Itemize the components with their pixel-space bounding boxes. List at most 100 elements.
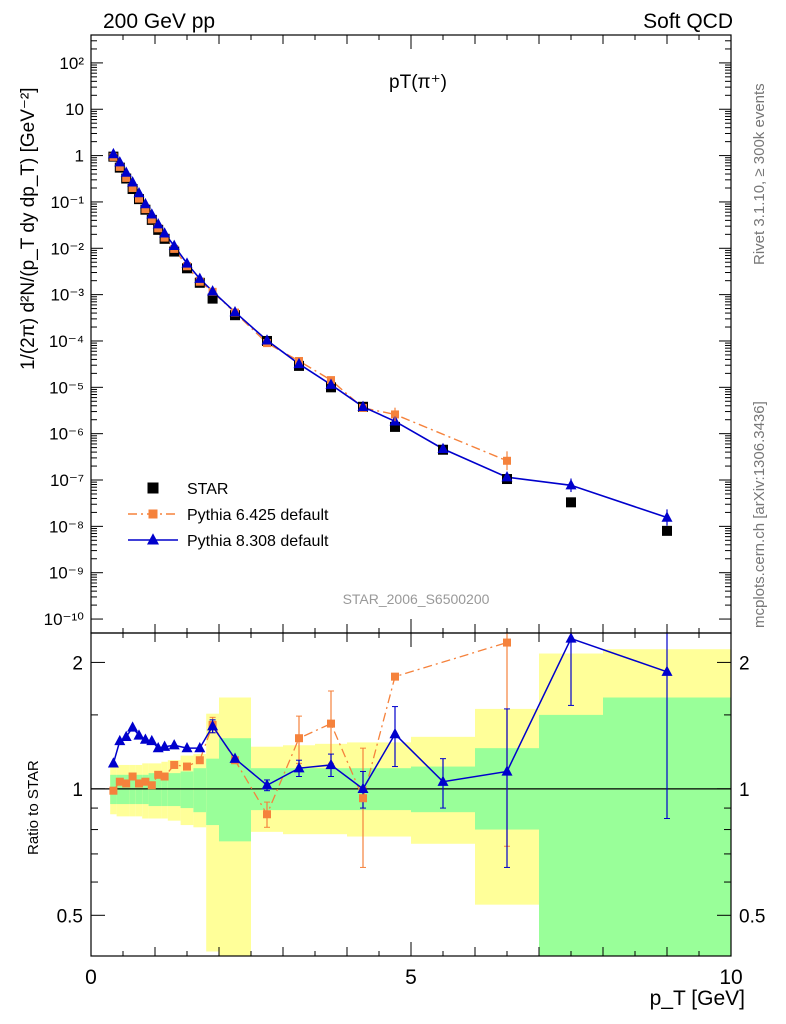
pythia8-data-point: [207, 285, 219, 296]
main-y-axis-label: 1/(2π) d²N/(p_T dy dp_T) [GeV⁻²]: [18, 87, 39, 370]
main-series: [107, 147, 673, 536]
ratio-pythia8-point: [389, 727, 401, 739]
ratio-bands: [110, 649, 731, 956]
ratio-pythia6-point: [147, 781, 156, 790]
ratio-pythia8-point: [120, 730, 132, 741]
ratio-y-tick-label-right: 0.5: [739, 906, 765, 927]
ratio-pythia6-point: [128, 772, 137, 781]
pythia8-data-point: [501, 471, 513, 482]
ratio-y-tick-label-right: 1: [739, 780, 750, 801]
star-data-point: [566, 497, 576, 508]
ratio-pythia8-point: [207, 720, 219, 731]
ratio-plot: 0.5 0.5 1 1 2 2 0 5 10 Ratio to STAR p_T [GeV]: [25, 632, 765, 1010]
ratio-y-tick-label-right: 2: [739, 653, 750, 674]
pythia8-data-point: [437, 442, 449, 454]
ratio-y-tick-label: 1: [72, 780, 83, 801]
ratio-pythia6-point: [170, 760, 179, 769]
uncertainty-band-inner: [206, 758, 219, 826]
ratio-pythia8-point: [114, 734, 126, 746]
ratio-y-tick-label: 0.5: [57, 906, 83, 927]
pythia6-data-point: [135, 194, 143, 203]
pythia8-data-point: [152, 218, 164, 229]
group-label: Soft QCD: [643, 10, 733, 33]
pythia8-data-point: [357, 400, 369, 411]
ratio-pythia8-point: [661, 665, 673, 676]
main-title: pT(π⁺): [389, 72, 447, 93]
ratio-grid-and-ticks: 0.5 0.5 1 1 2 2 0 5 10: [57, 633, 765, 989]
x-tick-label: 5: [405, 966, 417, 989]
pythia8-data-point: [114, 156, 126, 167]
pythia8-data-point: [194, 272, 206, 283]
ratio-pythia8-point: [261, 779, 273, 790]
pythia8-data-point: [127, 176, 139, 187]
pythia8-data-point: [146, 208, 158, 219]
ratio-pythia6-point: [160, 772, 169, 781]
uncertainty-band-inner: [180, 771, 194, 809]
pythia8-data-point: [159, 227, 171, 238]
ratio-pythia6-point: [391, 672, 399, 681]
ratio-pythia6-point: [503, 638, 511, 647]
ratio-pythia6-point: [115, 777, 124, 786]
y-tick-label: 10⁻⁵: [49, 378, 84, 397]
uncertainty-band-inner: [193, 768, 207, 813]
uncertainty-band-inner: [161, 773, 168, 807]
y-tick-label: 10⁻⁴: [49, 332, 84, 351]
main-plot: 10⁻¹⁰ 10⁻⁹ 10⁻⁸ 10⁻⁷ 10⁻⁶ 10⁻⁵ 10⁻⁴ 10⁻³ 10⁻² 10⁻…: [18, 34, 732, 634]
ratio-y-axis-label: Ratio to STAR: [25, 760, 42, 855]
ratio-pythia6-point: [327, 719, 335, 728]
y-tick-label: 10⁻²: [50, 239, 84, 258]
pythia8-data-point: [261, 334, 273, 345]
star-data-point: [207, 293, 218, 304]
analysis-id-label: STAR_2006_S6500200: [343, 591, 490, 607]
ratio-pythia6-point: [109, 786, 118, 795]
pythia8-data-point: [168, 239, 180, 250]
pythia8-data-point: [325, 378, 337, 389]
ratio-pythia8-point: [293, 762, 305, 773]
ratio-pythia8-point: [194, 742, 206, 753]
pythia6-data-point: [147, 215, 156, 224]
pythia8-data-point: [293, 357, 305, 369]
y-tick-label: 10⁻¹: [50, 193, 84, 212]
ratio-pythia8-point: [168, 739, 180, 750]
ratio-pythia6-point: [135, 779, 143, 788]
pythia8-data-point: [133, 186, 145, 198]
uncertainty-band-inner: [167, 773, 181, 807]
legend: STAR Pythia 6.425 default Pythia 8.308 def…: [128, 481, 329, 550]
uncertainty-band-inner: [155, 773, 162, 807]
pythia8-line: [112, 153, 668, 519]
star-data-point: [390, 421, 400, 432]
pythia8-data-point: [120, 166, 132, 177]
legend-marker: [148, 509, 158, 519]
ratio-pythia6-point: [263, 810, 271, 819]
legend-marker: [147, 533, 159, 545]
y-tick-label: 1: [75, 147, 84, 166]
source-url-label: mcplots.cern.ch [arXiv:1306.3436]: [751, 401, 768, 628]
pythia6-data-point: [141, 205, 150, 214]
ratio-pythia8-point: [159, 740, 171, 751]
legend-label: Pythia 8.308 default: [187, 533, 329, 550]
ratio-pythia8-point: [127, 721, 139, 732]
y-tick-label: 10⁻⁸: [49, 517, 84, 536]
pythia6-line: [112, 156, 508, 462]
pythia8-data-point: [139, 197, 151, 209]
ratio-pythia8-point: [181, 742, 193, 753]
x-axis-label: p_T [GeV]: [650, 987, 745, 1010]
ratio-pythia8-point: [139, 733, 151, 744]
legend-marker: [147, 482, 159, 494]
y-tick-label: 10⁻⁶: [49, 425, 84, 444]
y-tick-label: 10⁻¹⁰: [44, 610, 85, 629]
x-tick-label: 0: [85, 966, 97, 989]
ratio-pythia8-point: [501, 765, 513, 776]
ratio-pythia6-point: [122, 779, 131, 788]
ratio-pythia6-line: [112, 641, 508, 816]
ratio-series: [107, 632, 673, 868]
ratio-pythia8-point: [565, 632, 577, 643]
rivet-version-label: Rivet 3.1.10, ≥ 300k events: [751, 83, 768, 265]
pythia6-data-point: [122, 173, 131, 182]
ratio-pythia8-point: [437, 775, 449, 786]
ratio-pythia8-point: [133, 729, 145, 740]
uncertainty-band-inner: [539, 714, 603, 956]
ratio-pythia6-point: [183, 762, 191, 771]
pythia6-data-point: [115, 162, 124, 171]
